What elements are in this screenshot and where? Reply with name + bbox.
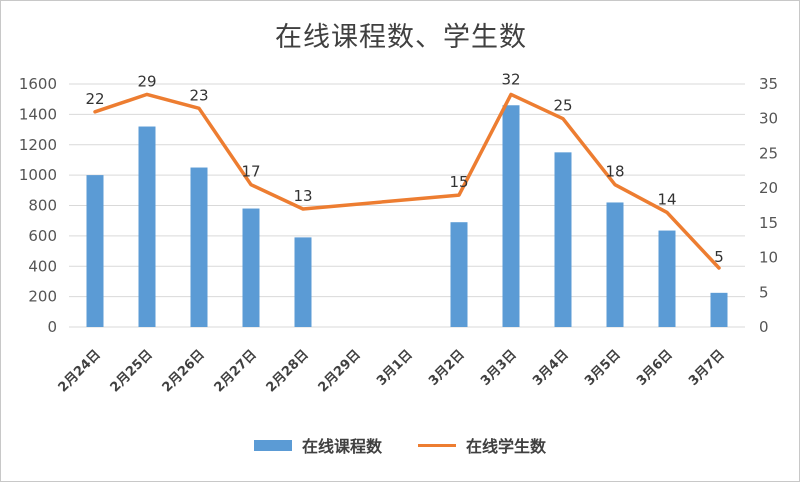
y-right-tick: 30	[759, 110, 778, 128]
y-left-tick: 600	[28, 227, 57, 245]
y-left-tick: 0	[47, 318, 57, 336]
y-right-tick: 35	[759, 75, 778, 93]
x-tick-label: 3月7日	[686, 347, 728, 389]
y-right-tick: 20	[759, 179, 778, 197]
x-tick-label: 2月27日	[212, 347, 260, 395]
y-left-tick: 1200	[19, 136, 57, 154]
legend-swatch-line	[418, 443, 456, 447]
y-left-tick: 1000	[19, 166, 57, 184]
data-label: 23	[189, 86, 208, 104]
y-left-tick: 1400	[19, 105, 57, 123]
y-right-tick: 10	[759, 249, 778, 267]
line-series-students	[93, 92, 721, 270]
y-right-tick: 0	[759, 318, 769, 336]
x-tick-label: 2月29日	[316, 347, 364, 395]
data-label: 5	[714, 248, 724, 266]
legend-item-line: 在线学生数	[418, 433, 546, 457]
bar	[710, 292, 728, 327]
data-label: 29	[137, 72, 156, 90]
data-label: 13	[293, 187, 312, 205]
bar	[554, 152, 572, 327]
chart-title: 在线课程数、学生数	[275, 22, 527, 53]
data-label: 15	[449, 173, 468, 191]
legend-label-line: 在线学生数	[466, 437, 547, 456]
data-label: 22	[85, 90, 104, 108]
bar	[502, 105, 520, 327]
data-label: 18	[605, 163, 624, 181]
y-left-tick: 200	[28, 288, 57, 306]
data-label: 25	[553, 97, 572, 115]
data-label: 32	[501, 70, 520, 88]
bar	[190, 167, 208, 327]
y-right-tick: 15	[759, 214, 778, 232]
x-tick-label: 2月26日	[160, 347, 208, 395]
bar	[242, 208, 260, 327]
bar	[138, 126, 156, 328]
x-tick-label: 3月4日	[530, 347, 572, 389]
x-tick-label: 2月25日	[108, 347, 156, 395]
x-tick-label: 2月28日	[264, 347, 312, 395]
bar	[606, 202, 624, 327]
x-tick-label: 3月6日	[634, 347, 676, 389]
x-tick-label: 3月3日	[478, 347, 520, 389]
legend-item-bar: 在线课程数	[253, 433, 382, 457]
bar	[86, 175, 104, 327]
y-right-tick: 5	[759, 283, 769, 301]
x-tick-label: 3月1日	[374, 347, 416, 389]
legend-swatch-bar	[253, 439, 292, 451]
x-tick-label: 3月2日	[426, 347, 468, 389]
y-right-tick: 25	[759, 144, 778, 162]
chart-legend: 在线课程数 在线学生数	[0, 433, 800, 457]
x-tick-label: 2月24日	[56, 347, 104, 395]
x-tick-label: 3月5日	[582, 347, 624, 389]
bar	[294, 237, 312, 327]
y-left-tick: 800	[28, 197, 57, 215]
bar	[658, 230, 676, 327]
bar	[450, 222, 468, 327]
legend-label-bar: 在线课程数	[301, 437, 382, 456]
y-left-tick: 1600	[19, 75, 57, 93]
y-left-tick: 400	[28, 257, 57, 275]
data-label: 17	[241, 163, 260, 181]
data-label: 14	[657, 190, 676, 208]
